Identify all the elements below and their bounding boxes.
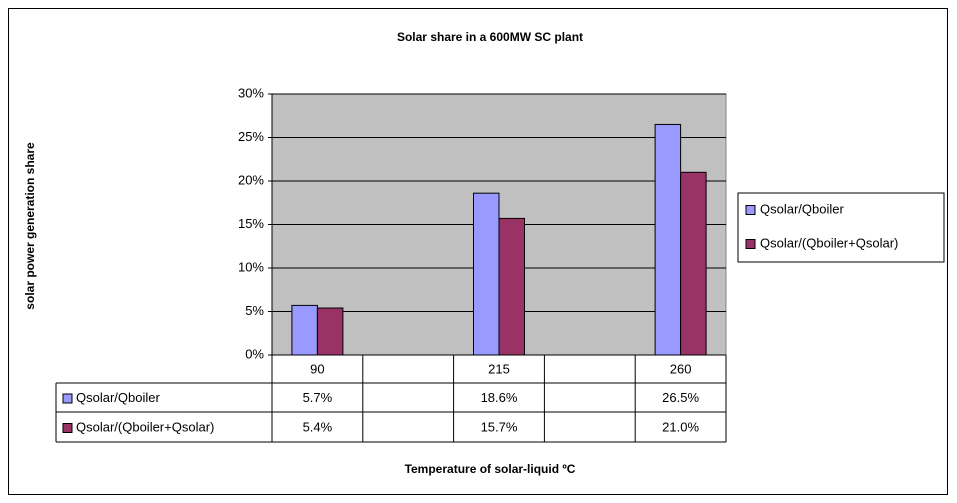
bar [316, 307, 344, 356]
table-value: 5.7% [303, 390, 333, 405]
bar [654, 123, 682, 356]
table-value: 5.4% [303, 419, 333, 434]
y-tick-label: 15% [238, 216, 264, 231]
legend-box [737, 192, 945, 263]
y-tick-label: 10% [238, 259, 264, 274]
y-tick-label: 30% [238, 85, 264, 100]
bar [680, 171, 707, 356]
legend-key [745, 239, 756, 249]
table-row-label: Qsolar/Qboiler [76, 390, 160, 405]
bar [291, 304, 318, 356]
y-tick-label: 25% [238, 129, 264, 144]
y-tick-label: 5% [245, 303, 264, 318]
y-tick-label: 0% [245, 346, 264, 361]
table-legend-key [62, 393, 73, 404]
table-value: 26.5% [662, 390, 699, 405]
legend-label: Qsolar/(Qboiler+Qsolar) [760, 235, 898, 250]
y-axis-label: solar power generation share [23, 142, 37, 310]
x-axis-label: Temperature of solar-liquid ºC [405, 462, 576, 476]
bar [473, 192, 500, 356]
table-value: 15.7% [481, 419, 518, 434]
x-tick-label: 90 [310, 361, 324, 376]
y-tick-label: 20% [238, 172, 264, 187]
legend-label: Qsolar/Qboiler [760, 201, 844, 216]
x-tick-label: 260 [670, 361, 692, 376]
table-row-label: Qsolar/(Qboiler+Qsolar) [76, 419, 214, 434]
chart-title: Solar share in a 600MW SC plant [397, 30, 583, 44]
table-value: 18.6% [481, 390, 518, 405]
bar [498, 217, 525, 356]
x-tick-label: 215 [488, 361, 510, 376]
legend-key [745, 205, 756, 215]
table-legend-key [62, 423, 73, 433]
table-value: 21.0% [662, 419, 699, 434]
